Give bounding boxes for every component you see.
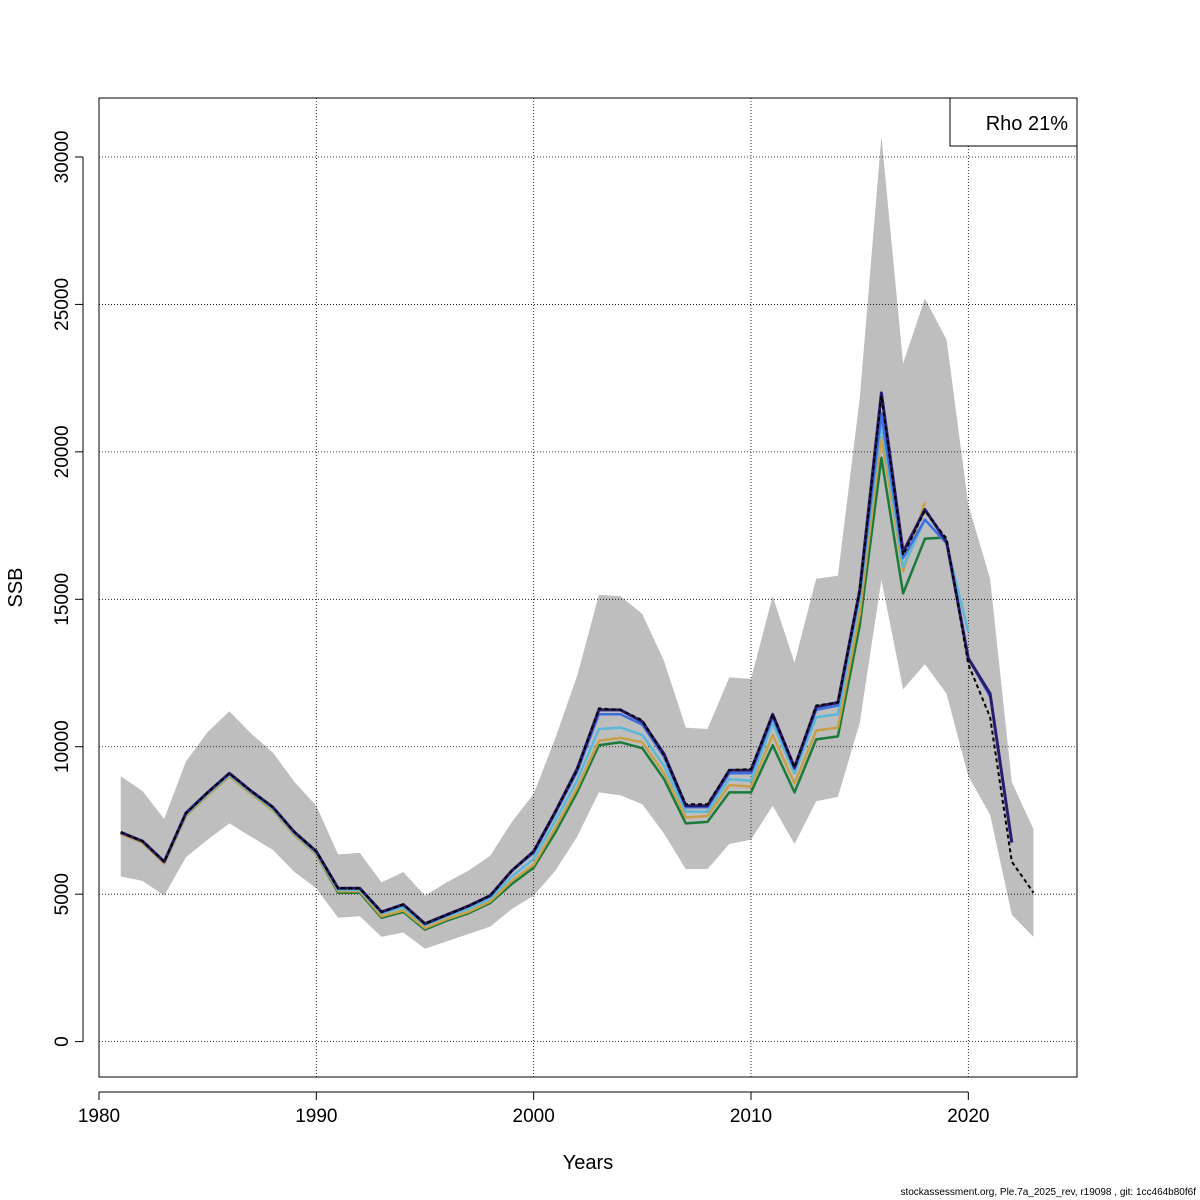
- legend-box: [949, 97, 1078, 147]
- confidence-band-layer: [120, 136, 1034, 949]
- confidence-band: [120, 136, 1034, 949]
- x-tick-label: 2010: [730, 1106, 772, 1127]
- x-tick-label: 1990: [295, 1106, 337, 1127]
- series-layer: [120, 391, 1035, 931]
- y-tick-label: 30000: [52, 131, 73, 184]
- y-tick-label: 25000: [52, 278, 73, 331]
- series-line-0: [120, 394, 1035, 925]
- grid-layer: [98, 98, 1077, 1077]
- y-tick-label: 5000: [52, 873, 73, 915]
- plot-frame: [98, 97, 1078, 1078]
- x-axis-title: Years: [563, 1152, 613, 1174]
- y-tick-label: 10000: [52, 720, 73, 773]
- x-tick-label: 2020: [947, 1106, 989, 1127]
- x-axis: 1980 1990 2000 2010 2020: [78, 1091, 989, 1127]
- footer-caption: stockassessment.org, Ple.7a_2025_rev, r1…: [900, 1187, 1196, 1198]
- y-tick-label: 0: [52, 1036, 73, 1047]
- legend-text: Rho 21%: [986, 113, 1068, 135]
- y-axis: 0 5000 10000 15000 20000 25000 30000: [52, 131, 84, 1047]
- x-tick-label: 2000: [513, 1106, 555, 1127]
- y-tick-label: 20000: [52, 425, 73, 478]
- y-tick-label: 15000: [52, 573, 73, 626]
- y-axis-title: SSB: [5, 567, 27, 607]
- x-tick-label: 1980: [78, 1106, 120, 1127]
- legend: Rho 21%: [949, 97, 1078, 147]
